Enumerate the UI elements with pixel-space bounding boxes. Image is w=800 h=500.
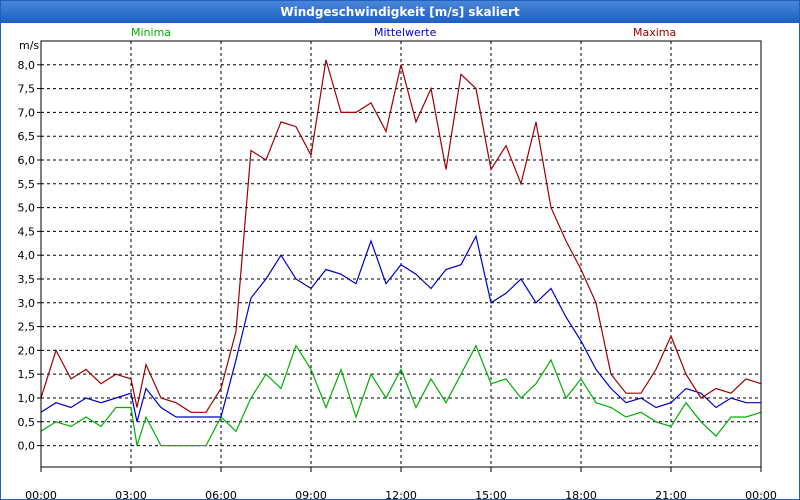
- legend-mittelwerte: Mittelwerte: [374, 26, 437, 39]
- series-line-mittelwerte: [40, 234, 761, 422]
- series-line-minima: [40, 344, 762, 447]
- y-tick-label: 1,0: [18, 392, 36, 405]
- x-tick-time: 06:00: [205, 489, 237, 499]
- y-tick-label: 8,0: [18, 59, 36, 72]
- x-tick-time: 00:00: [25, 489, 57, 499]
- legend-maxima: Maxima: [633, 26, 677, 39]
- y-tick-label: 0,5: [18, 416, 36, 429]
- window-title: Windgeschwindigkeit [m/s] skaliert: [1, 1, 799, 23]
- y-tick-label: 5,5: [18, 178, 36, 191]
- plot-frame: [40, 40, 762, 468]
- wind-chart: m/s 0,0 0,5 1,0 1,5 2,0 2,5 3,0 3,5 4,0 4,5 5,0 5,5…: [18, 39, 777, 499]
- x-tick-time: 03:00: [115, 489, 147, 499]
- y-tick-label: 2,0: [18, 344, 36, 357]
- x-tick-time: 12:00: [385, 489, 417, 499]
- y-axis-label: m/s: [19, 39, 39, 52]
- x-tick-time: 00:00: [745, 489, 777, 499]
- y-tick-label: 0,0: [18, 440, 36, 453]
- y-tick-label: 7,5: [18, 83, 36, 96]
- x-tick-time: 18:00: [565, 489, 597, 499]
- y-tick-label: 6,5: [18, 130, 36, 143]
- y-tick-label: 3,5: [18, 273, 36, 286]
- y-tick-label: 5,0: [18, 202, 36, 215]
- x-tick-time: 15:00: [475, 489, 507, 499]
- y-tick-label: 1,5: [18, 368, 36, 381]
- x-tick-time: 09:00: [295, 489, 327, 499]
- series-line-maxima: [40, 59, 762, 413]
- y-tick-label: 4,5: [18, 225, 36, 238]
- y-tick-label: 3,0: [18, 297, 36, 310]
- y-tick-label: 7,0: [18, 106, 36, 119]
- y-tick-label: 6,0: [18, 154, 36, 167]
- y-tick-label: 4,0: [18, 249, 36, 262]
- x-tick-time: 21:00: [655, 489, 687, 499]
- y-tick-label: 2,5: [18, 321, 36, 334]
- legend-minima: Minima: [131, 26, 172, 39]
